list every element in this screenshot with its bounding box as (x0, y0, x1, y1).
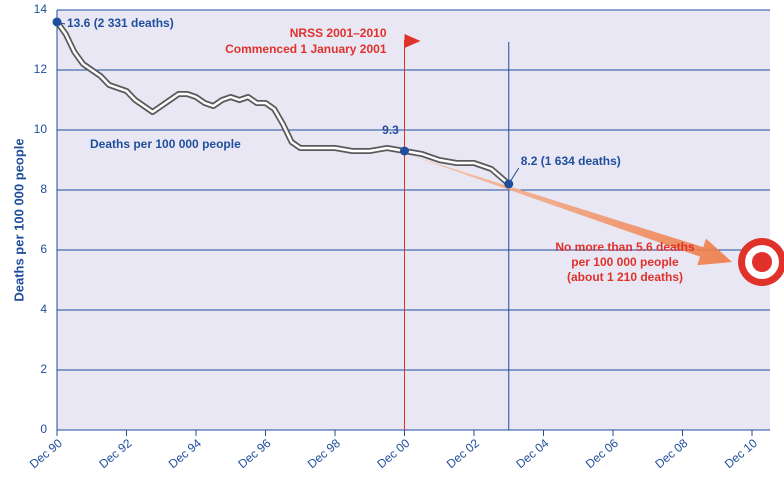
chart: 0 2 4 6 8 10 12 14 Dec 90 Dec 92 Dec 94 Dec 96 Dec 9… (0, 0, 784, 478)
series-label: Deaths per 100 000 people (90, 137, 241, 151)
y-tick-label: 4 (40, 302, 47, 316)
point (400, 147, 409, 156)
target-label: (about 1 210 deaths) (567, 270, 683, 284)
point-label: 9.3 (382, 123, 399, 137)
page: {"chart_data": {"type": "line", "y_label… (0, 0, 784, 483)
x-tick-label: Dec 00 (374, 436, 412, 471)
x-tick-label: Dec 94 (166, 436, 204, 471)
x-tick-label: Dec 06 (583, 436, 621, 471)
y-tick-label: 2 (40, 362, 47, 376)
x-tick-label: Dec 90 (27, 436, 65, 471)
y-tick-label: 14 (34, 2, 48, 16)
y-axis-label: Deaths per 100 000 people (11, 138, 26, 301)
strategy-label: Commenced 1 January 2001 (225, 42, 387, 56)
plot-area (57, 10, 770, 430)
point-label: 8.2 (1 634 deaths) (521, 154, 621, 168)
x-tick-label: Dec 02 (444, 436, 482, 471)
y-tick-label: 8 (40, 182, 47, 196)
target-label: No more than 5.6 deaths (555, 240, 695, 254)
x-tick-label: Dec 04 (513, 436, 551, 471)
x-tick-label: Dec 08 (652, 436, 690, 471)
y-tick-label: 10 (34, 122, 48, 136)
point-label: 13.6 (2 331 deaths) (67, 16, 174, 30)
y-tick-label: 12 (34, 62, 48, 76)
x-tick-label: Dec 10 (722, 436, 760, 471)
x-tick-label: Dec 98 (305, 436, 343, 471)
y-tick-label: 0 (40, 422, 47, 436)
y-tick-label: 6 (40, 242, 47, 256)
strategy-label: NRSS 2001–2010 (290, 26, 387, 40)
target-label: per 100 000 people (571, 255, 679, 269)
target (752, 252, 772, 272)
x-tick-label: Dec 92 (96, 436, 134, 471)
x-tick-label: Dec 96 (235, 436, 273, 471)
